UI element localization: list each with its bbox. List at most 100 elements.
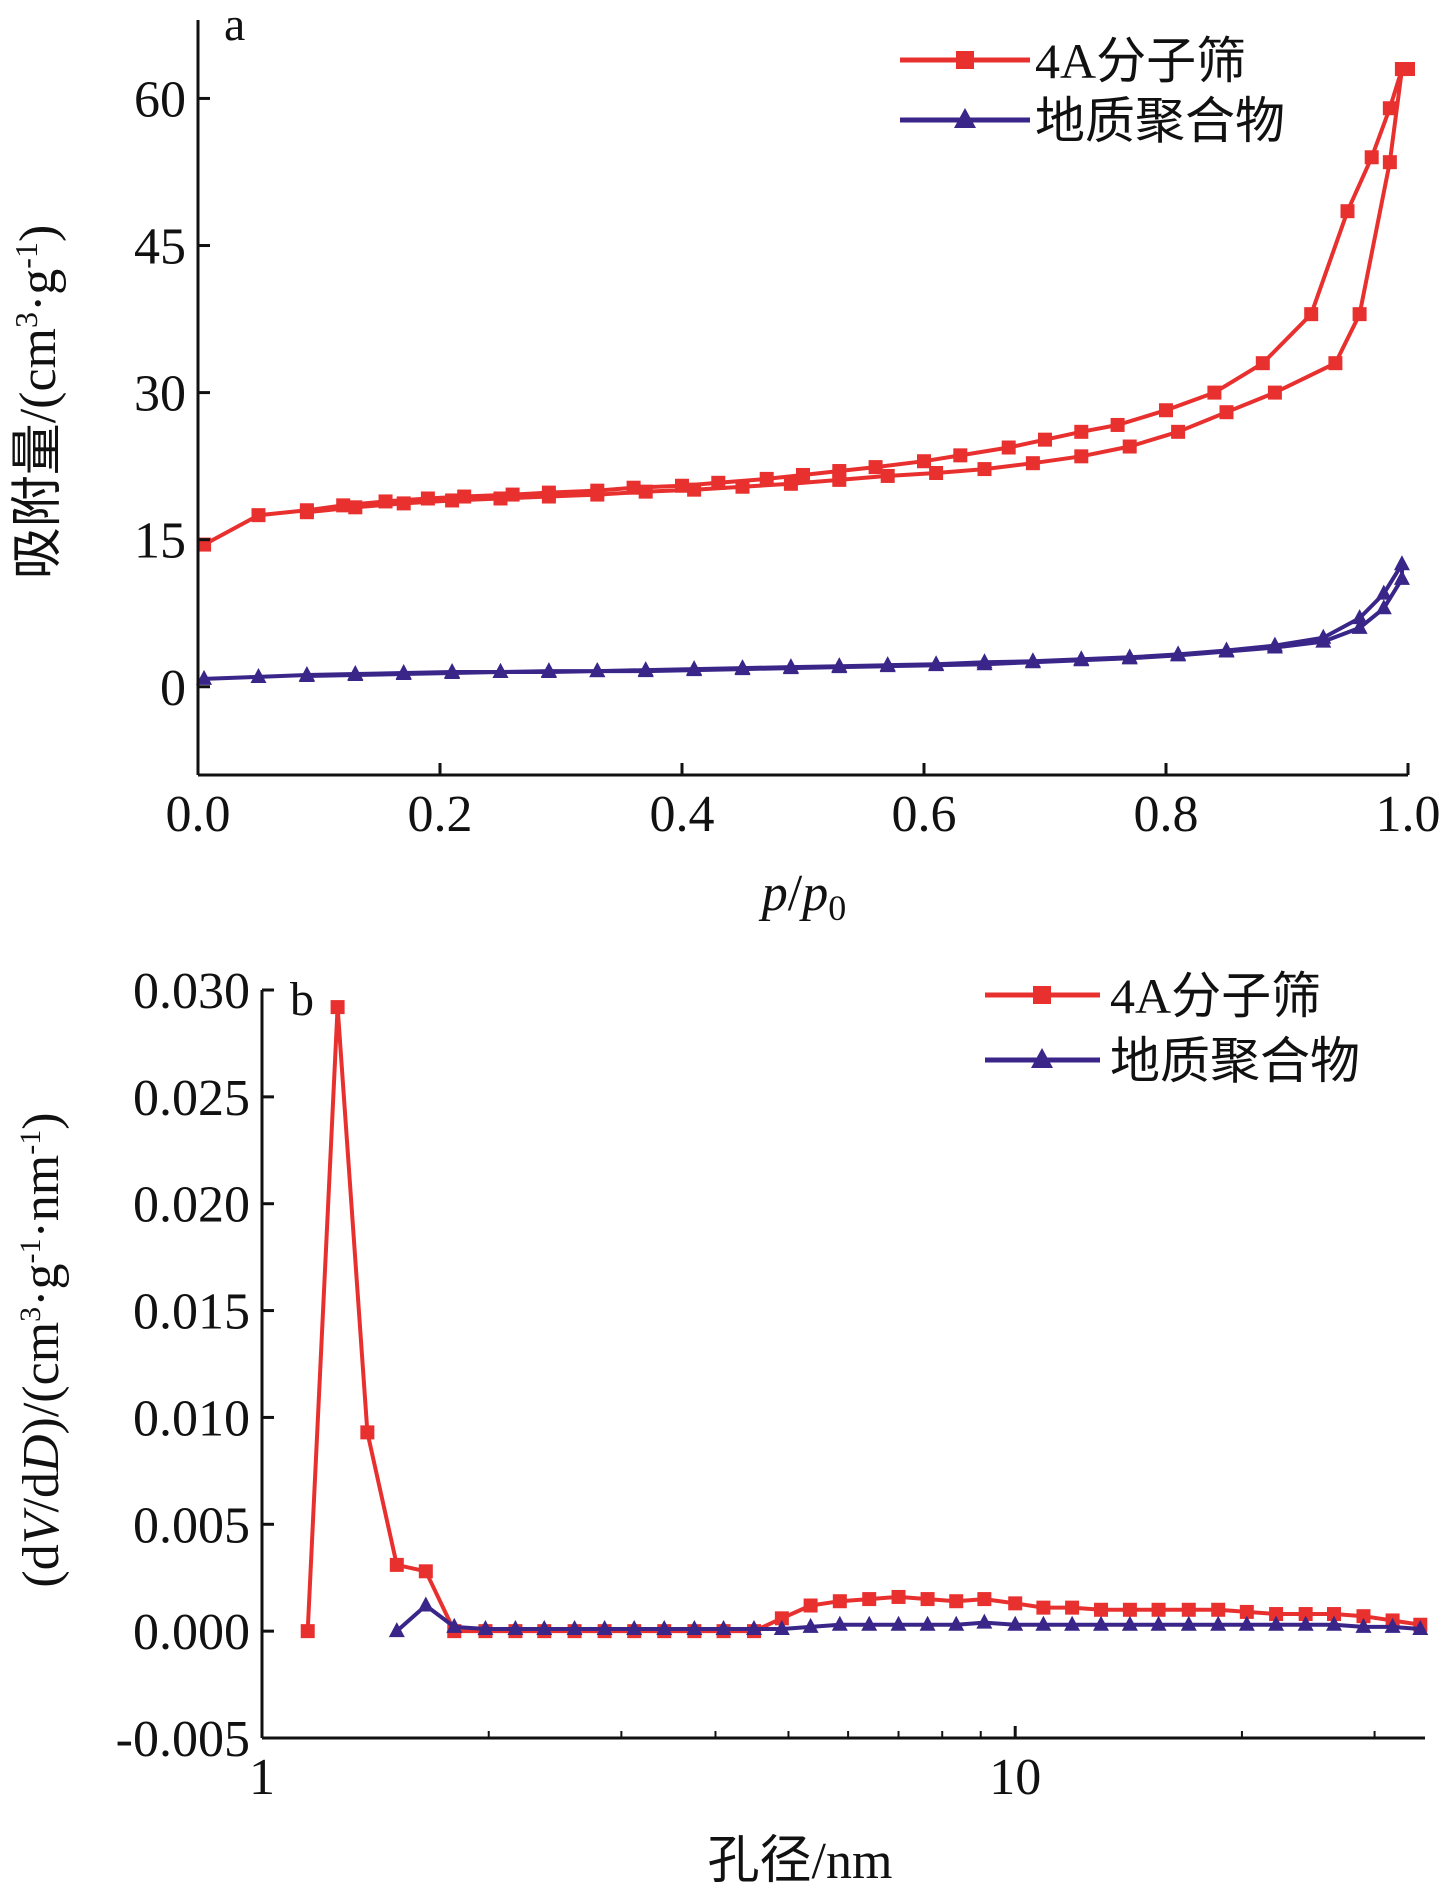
y-label-b-1: (d xyxy=(13,1544,70,1587)
data-point-b-s1-4 xyxy=(507,1620,524,1636)
y-tick-label-a-2: 30 xyxy=(134,366,186,423)
series-line-b-0 xyxy=(305,1005,1421,1634)
x-tick-label-a-0: 0.0 xyxy=(166,786,231,843)
data-point-a-s0-38 xyxy=(1171,424,1186,439)
data-point-a-s0-46 xyxy=(783,476,798,491)
data-point-b-s1-19 xyxy=(948,1615,965,1631)
data-point-b-s1-28 xyxy=(1210,1615,1227,1631)
data-point-b-s1-14 xyxy=(802,1617,819,1633)
panel-label-a: a xyxy=(224,0,245,51)
y-label-main: 吸附量/(cm xyxy=(10,328,67,579)
y-label-end: ) xyxy=(10,225,67,242)
x-tick-label-a-4: 0.8 xyxy=(1134,786,1199,843)
data-point-b-s1-26 xyxy=(1150,1615,1167,1631)
data-point-a-s0-16 xyxy=(868,460,883,475)
data-point-a-s1-24 xyxy=(1351,609,1368,625)
legend-b: 4A分子筛 地质聚合物 xyxy=(985,968,1360,1089)
data-point-a-s0-26 xyxy=(1304,307,1319,322)
data-point-b-s1-23 xyxy=(1064,1615,1081,1631)
data-point-b-s0-23 xyxy=(977,1592,992,1607)
y-label-b-D: D xyxy=(13,1434,70,1473)
data-point-b-s1-8 xyxy=(626,1620,643,1636)
y-tick-label-a-3: 45 xyxy=(134,219,186,276)
data-point-b-s1-16 xyxy=(861,1615,878,1631)
data-point-a-s0-44 xyxy=(880,468,895,483)
data-point-a-s0-27 xyxy=(1340,204,1355,219)
data-point-a-s1-31 xyxy=(1266,638,1283,654)
data-point-b-s1-30 xyxy=(1268,1615,1285,1631)
data-point-b-s0-32 xyxy=(1239,1604,1254,1619)
panel-label-b: b xyxy=(290,973,314,1026)
data-point-a-s0-51 xyxy=(541,489,556,504)
data-point-a-s0-33 xyxy=(1382,155,1397,170)
data-point-a-s0-56 xyxy=(299,505,314,520)
y-label-b-sup1: 3 xyxy=(14,1307,47,1322)
data-point-b-s0-30 xyxy=(1181,1602,1196,1617)
data-point-a-s1-33 xyxy=(1170,646,1187,662)
y-label-b-sup2: -1 xyxy=(14,1239,47,1264)
data-point-a-s0-19 xyxy=(1001,440,1016,455)
y-tick-label-b-7: 0.030 xyxy=(133,963,250,1020)
data-point-a-s0-37 xyxy=(1219,405,1234,420)
data-point-a-s0-41 xyxy=(1025,456,1040,471)
chart-panel-b: -0.005 0.000 0.005 0.010 0.015 0.020 0.025 0.03… xyxy=(13,963,1429,1890)
data-point-a-s0-54 xyxy=(396,496,411,511)
data-point-b-s0-0 xyxy=(300,1624,315,1639)
data-point-a-s1-46 xyxy=(540,663,557,679)
data-point-b-s1-25 xyxy=(1121,1615,1138,1631)
data-point-b-s0-24 xyxy=(1008,1596,1023,1611)
data-point-a-s0-4 xyxy=(378,494,393,509)
data-point-b-s1-11 xyxy=(715,1620,732,1636)
x-tick-label-b-0: 1 xyxy=(249,1749,275,1806)
legend-a-label-s2: 地质聚合物 xyxy=(1035,93,1285,149)
data-point-a-s1-27 xyxy=(1393,569,1410,585)
data-point-a-s0-20 xyxy=(1038,432,1052,447)
data-point-a-s0-52 xyxy=(493,491,508,506)
y-label-sup2: -1 xyxy=(8,242,44,269)
y-tick-label-b-6: 0.025 xyxy=(133,1070,250,1127)
y-axis-label-b: (dV/dD)/(cm3·g-1·nm-1) xyxy=(13,1112,70,1587)
y-tick-label-a-4: 60 xyxy=(134,71,186,128)
series-line-b-1 xyxy=(395,1603,1421,1633)
data-point-a-s0-14 xyxy=(796,467,810,482)
data-point-b-s1-5 xyxy=(536,1620,553,1636)
y-tick-label-b-0: -0.005 xyxy=(116,1711,250,1768)
data-point-a-s1-39 xyxy=(879,657,896,673)
series-line-a-1 xyxy=(204,562,1404,681)
data-point-b-s1-13 xyxy=(773,1620,790,1636)
data-point-b-s0-27 xyxy=(1094,1602,1109,1617)
data-point-a-s0-12 xyxy=(711,475,726,490)
data-point-b-s0-29 xyxy=(1151,1602,1166,1617)
legend-b-marker-s2 xyxy=(1031,1048,1053,1068)
data-point-a-s0-45 xyxy=(832,472,847,487)
data-point-a-s0-23 xyxy=(1159,403,1173,418)
y-tick-label-b-2: 0.005 xyxy=(133,1497,250,1554)
x-tick-label-b-1: 10 xyxy=(989,1749,1041,1806)
x-label-p2: p xyxy=(798,865,828,922)
data-point-a-s1-36 xyxy=(1024,653,1041,669)
y-label-b-V: V xyxy=(13,1507,70,1544)
y-label-b-4: ·g xyxy=(13,1264,70,1307)
data-point-a-s1-26 xyxy=(1393,555,1410,571)
data-point-a-s1-42 xyxy=(734,660,751,676)
data-point-b-s1-31 xyxy=(1297,1615,1314,1631)
data-point-a-s0-21 xyxy=(1074,424,1089,439)
data-point-a-s0-49 xyxy=(638,484,653,499)
data-point-b-s1-29 xyxy=(1238,1615,1255,1631)
data-point-b-s1-15 xyxy=(831,1615,848,1631)
data-point-a-s0-29 xyxy=(1382,101,1397,116)
legend-a-marker-s1 xyxy=(956,51,974,69)
data-point-b-s1-10 xyxy=(686,1620,703,1636)
data-point-a-s1-35 xyxy=(1073,651,1090,667)
data-point-b-s0-18 xyxy=(832,1594,847,1609)
legend-a-label-s1: 4A分子筛 xyxy=(1035,33,1246,89)
y-label-b-3: )/(cm xyxy=(13,1322,70,1435)
data-point-a-s0-53 xyxy=(445,493,460,508)
legend-b-label-s2: 地质聚合物 xyxy=(1110,1033,1360,1089)
data-point-b-s0-21 xyxy=(920,1592,935,1607)
y-label-sup1: 3 xyxy=(8,312,44,328)
data-point-b-s1-20 xyxy=(976,1613,993,1629)
data-point-a-s0-5 xyxy=(420,491,435,506)
data-point-a-s0-6 xyxy=(457,489,472,504)
